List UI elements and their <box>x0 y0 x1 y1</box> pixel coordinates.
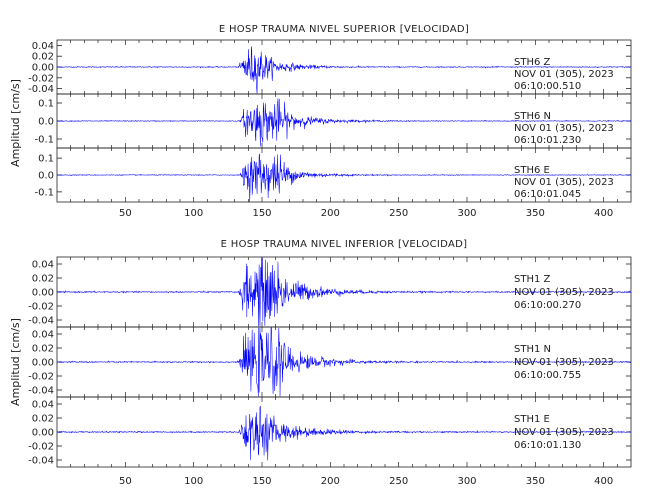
chart-title: E HOSP TRAUMA NIVEL INFERIOR [VELOCIDAD] <box>221 239 468 250</box>
y-tick-label: 0.00 <box>32 428 54 439</box>
date-label: NOV 01 (305), 2023 <box>514 357 614 368</box>
time-label: 06:10:01.130 <box>514 440 581 451</box>
y-tick-label: 0.00 <box>32 63 54 74</box>
y-tick-label: -0.04 <box>28 456 54 467</box>
panel-STH1-N: -0.04 -0.02 0.00 0.02 0.04 STH1 N NOV 01 (305)… <box>28 326 632 398</box>
y-tick-label: -0.02 <box>28 442 54 453</box>
x-tick-label: 250 <box>389 476 408 487</box>
x-tick-label: 150 <box>252 208 271 219</box>
chart-title: E HOSP TRAUMA NIVEL SUPERIOR [VELOCIDAD] <box>219 24 469 35</box>
station-label: STH1 Z <box>514 274 551 285</box>
y-tick-label: -0.04 <box>28 316 54 327</box>
y-tick-label: 0.04 <box>32 41 54 52</box>
station-label: STH6 E <box>514 165 550 176</box>
y-tick-label: 0.02 <box>32 414 54 425</box>
seismic-trace <box>56 46 632 94</box>
x-tick-label: 150 <box>252 476 271 487</box>
date-label: NOV 01 (305), 2023 <box>514 177 614 188</box>
x-tick-label: 50 <box>119 476 132 487</box>
x-tick-label: 100 <box>184 208 203 219</box>
seismic-trace <box>56 257 632 327</box>
x-tick-label: 400 <box>594 208 613 219</box>
y-axis-label: Amplitud [cm/s] <box>9 79 22 167</box>
date-label: NOV 01 (305), 2023 <box>514 427 614 438</box>
y-tick-label: 0.02 <box>32 52 54 63</box>
seismic-trace <box>56 98 632 147</box>
chart-2: E HOSP TRAUMA NIVEL INFERIOR [VELOCIDAD]… <box>9 239 632 487</box>
y-tick-label: 0.1 <box>38 154 54 165</box>
y-tick-label: -0.04 <box>28 84 54 95</box>
seismic-trace <box>56 327 632 397</box>
y-tick-label: 0.1 <box>38 99 54 110</box>
date-label: NOV 01 (305), 2023 <box>514 287 614 298</box>
x-tick-label: 300 <box>457 476 476 487</box>
x-tick-label: 200 <box>321 476 340 487</box>
x-tick-label: 350 <box>526 476 545 487</box>
y-tick-label: -0.1 <box>34 187 54 198</box>
time-label: 06:10:00.755 <box>514 370 581 381</box>
seismic-trace <box>56 405 632 461</box>
y-axis-label: Amplitud [cm/s] <box>9 318 22 406</box>
y-tick-label: -0.02 <box>28 372 54 383</box>
y-tick-label: -0.04 <box>28 386 54 397</box>
time-label: 06:10:00.270 <box>514 300 581 311</box>
panel-STH1-E: -0.04 -0.02 0.00 0.02 0.04 STH1 E NOV 01 (305)… <box>28 396 632 468</box>
time-label: 06:10:00.510 <box>514 81 581 92</box>
y-tick-label: 0.0 <box>38 171 54 182</box>
station-label: STH1 E <box>514 414 550 425</box>
x-tick-label: 50 <box>119 208 132 219</box>
time-label: 06:10:01.230 <box>514 135 581 146</box>
station-label: STH6 N <box>514 111 551 122</box>
y-tick-label: 0.00 <box>32 288 54 299</box>
y-tick-label: 0.02 <box>32 344 54 355</box>
y-tick-label: 0.04 <box>32 260 54 271</box>
x-tick-label: 400 <box>594 476 613 487</box>
y-tick-label: -0.1 <box>34 135 54 146</box>
x-tick-label: 200 <box>321 208 340 219</box>
date-label: NOV 01 (305), 2023 <box>514 123 614 134</box>
y-tick-label: 0.0 <box>38 117 54 128</box>
x-tick-label: 250 <box>389 208 408 219</box>
y-tick-label: 0.02 <box>32 274 54 285</box>
x-tick-label: 300 <box>457 208 476 219</box>
station-label: STH6 Z <box>514 57 551 68</box>
seismic-trace <box>56 153 632 202</box>
y-tick-label: -0.02 <box>28 73 54 84</box>
date-label: NOV 01 (305), 2023 <box>514 69 614 80</box>
station-label: STH1 N <box>514 344 551 355</box>
time-label: 06:10:01.045 <box>514 189 581 200</box>
panel-STH1-Z: -0.04 -0.02 0.00 0.02 0.04 STH1 Z NOV 01 (305)… <box>28 256 632 328</box>
y-tick-label: 0.04 <box>32 330 54 341</box>
chart-1: E HOSP TRAUMA NIVEL SUPERIOR [VELOCIDAD]… <box>9 24 632 219</box>
y-tick-label: -0.02 <box>28 302 54 313</box>
x-tick-label: 350 <box>526 208 545 219</box>
x-tick-label: 100 <box>184 476 203 487</box>
y-tick-label: 0.04 <box>32 400 54 411</box>
y-tick-label: 0.00 <box>32 358 54 369</box>
